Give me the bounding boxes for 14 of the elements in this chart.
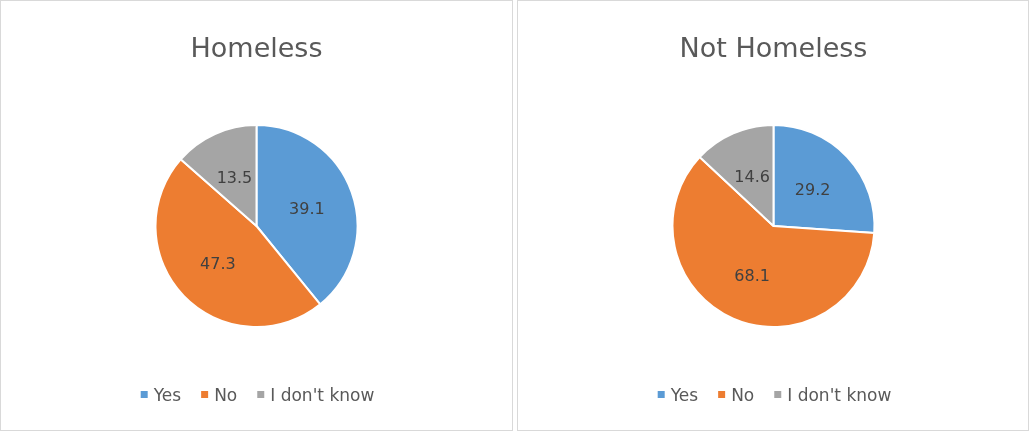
legend-label: Yes bbox=[152, 384, 182, 405]
legend-label: I don't know bbox=[270, 384, 375, 405]
chart-title: Homeless bbox=[190, 32, 323, 63]
data-label: 13.5 bbox=[216, 167, 253, 187]
data-label: 29.2 bbox=[794, 179, 830, 199]
data-label: 68.1 bbox=[733, 265, 770, 285]
data-label: 47.3 bbox=[200, 253, 236, 273]
chart-title: Not Homeless bbox=[679, 32, 867, 63]
legend-label: No bbox=[214, 384, 238, 405]
data-label: 14.6 bbox=[733, 167, 770, 187]
legend-label: I don't know bbox=[786, 384, 891, 405]
legend-label: Yes bbox=[669, 384, 698, 405]
data-label: 39.1 bbox=[289, 198, 325, 218]
legend-label: No bbox=[730, 384, 754, 405]
